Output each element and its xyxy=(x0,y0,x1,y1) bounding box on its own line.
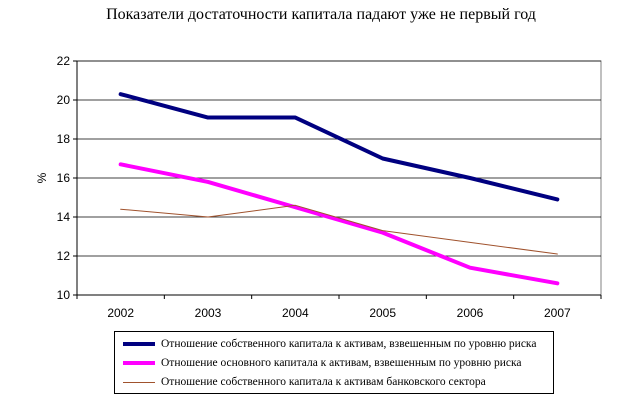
xtick-label-2002: 2002 xyxy=(107,306,134,320)
xtick-label-2006: 2006 xyxy=(457,306,484,320)
ytick-label-4: 18 xyxy=(57,132,71,146)
legend-swatch-1 xyxy=(123,342,155,346)
ytick-label-3: 16 xyxy=(57,171,71,185)
xtick-label-2007: 2007 xyxy=(544,306,571,320)
series-line-3 xyxy=(120,204,558,255)
legend-label-3: Отношение собственного капитала к актива… xyxy=(161,376,486,388)
ytick-label-2: 14 xyxy=(57,210,71,224)
y-axis-label: % xyxy=(35,172,49,183)
chart-legend: Отношение собственного капитала к актива… xyxy=(114,331,554,394)
legend-label-2: Отношение основного капитала к активам, … xyxy=(161,357,522,369)
xtick-label-2005: 2005 xyxy=(369,306,396,320)
legend-item-2: Отношение основного капитала к активам, … xyxy=(123,354,521,372)
legend-item-1: Отношение собственного капитала к актива… xyxy=(123,335,536,353)
series-line-2 xyxy=(118,162,560,286)
legend-swatch-2 xyxy=(123,361,155,365)
line-chart: 10 12 14 16 18 20 22 2002 2003 2004 2005 2006 2007% xyxy=(35,54,602,320)
ytick-label-1: 12 xyxy=(57,249,71,263)
legend-item-3: Отношение собственного капитала к актива… xyxy=(123,373,486,391)
xtick-label-2004: 2004 xyxy=(282,306,309,320)
legend-swatch-3 xyxy=(123,381,155,383)
series-line-1 xyxy=(118,92,560,202)
ytick-label-6: 22 xyxy=(57,54,71,68)
ytick-label-0: 10 xyxy=(57,288,71,302)
xtick-label-2003: 2003 xyxy=(195,306,222,320)
legend-label-1: Отношение собственного капитала к актива… xyxy=(161,338,537,350)
ytick-label-5: 20 xyxy=(57,93,71,107)
chart-title: Показатели достаточности капитала падают… xyxy=(106,6,536,23)
